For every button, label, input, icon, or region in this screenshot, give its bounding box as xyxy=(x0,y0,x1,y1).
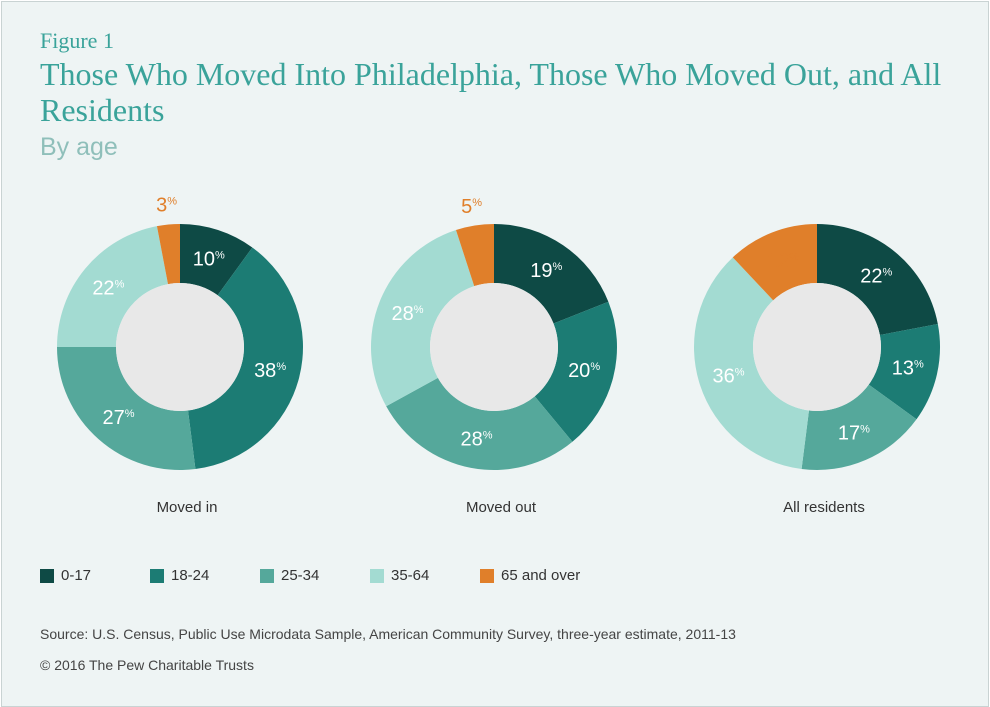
slice-25-34 xyxy=(57,347,196,471)
data-label: 38% xyxy=(254,360,286,382)
chart-subtitle: By age xyxy=(40,133,118,161)
legend-item-18-24: 18-24 xyxy=(150,567,260,584)
chart-label: Moved in xyxy=(157,499,218,516)
data-label: 19% xyxy=(530,260,562,282)
data-label: 3% xyxy=(156,195,177,217)
legend-swatch xyxy=(480,568,494,583)
donut-charts: 10% 38% 27% 22% 3% Moved in 19% 20% 28% 28% 5% Move… xyxy=(57,195,941,516)
slice-65-and-over xyxy=(455,224,494,287)
chart-label: Moved out xyxy=(466,499,537,516)
legend-item-0-17: 0-17 xyxy=(40,567,150,584)
data-label: 28% xyxy=(461,428,493,450)
legend-swatch xyxy=(40,568,54,583)
donut-hole xyxy=(753,283,881,411)
legend-item-35-64: 35-64 xyxy=(370,567,480,584)
legend-label: 0-17 xyxy=(61,567,92,584)
data-label: 20% xyxy=(568,360,600,382)
chart-label: All residents xyxy=(783,499,865,516)
slice-18-24 xyxy=(188,247,303,470)
slice-65-and-over xyxy=(732,224,817,301)
slice-18-24 xyxy=(534,301,617,442)
data-label: 22% xyxy=(92,278,124,300)
data-label: 22% xyxy=(860,265,892,287)
slice-35-64 xyxy=(694,257,809,470)
data-label: 36% xyxy=(713,366,745,388)
legend-label: 25-34 xyxy=(281,567,320,584)
data-label: 5% xyxy=(461,196,482,218)
slice-35-64 xyxy=(57,226,169,347)
slice-65-and-over xyxy=(156,224,180,285)
legend-item-25-34: 25-34 xyxy=(260,567,370,584)
donut-moved-in: 10% 38% 27% 22% 3% Moved in xyxy=(57,195,303,516)
chart-title: Those Who Moved Into Philadelphia, Those… xyxy=(40,56,942,128)
data-label: 13% xyxy=(892,357,924,379)
figure-label: Figure 1 xyxy=(40,28,114,53)
legend: 0-17 18-24 25-34 35-64 65 and over xyxy=(40,567,620,584)
donut-moved-out: 19% 20% 28% 28% 5% Moved out xyxy=(371,196,617,516)
legend-swatch xyxy=(150,568,164,583)
source-note: Source: U.S. Census, Public Use Microdat… xyxy=(40,626,736,642)
data-label: 17% xyxy=(838,422,870,444)
donut-hole xyxy=(116,283,244,411)
data-label: 27% xyxy=(102,407,134,429)
legend-label: 65 and over xyxy=(501,567,581,584)
legend-item-65-and-over: 65 and over xyxy=(480,567,620,584)
copyright-note: © 2016 The Pew Charitable Trusts xyxy=(40,657,254,673)
slice-18-24 xyxy=(868,323,941,420)
slice-25-34 xyxy=(386,377,573,470)
legend-swatch xyxy=(370,568,384,583)
donut-hole xyxy=(430,283,558,411)
slice-25-34 xyxy=(801,384,917,470)
slice-0-17 xyxy=(180,224,253,296)
donut-all-residents: 22% 13% 17% 36% 12% All residents xyxy=(694,224,941,516)
slice-0-17 xyxy=(494,224,609,324)
legend-label: 35-64 xyxy=(391,567,430,584)
legend-swatch xyxy=(260,568,274,583)
data-label: 28% xyxy=(392,303,424,325)
legend-label: 18-24 xyxy=(171,567,210,584)
data-label: 10% xyxy=(193,249,225,271)
slice-0-17 xyxy=(817,224,938,336)
data-label: 12% xyxy=(767,251,799,273)
slice-35-64 xyxy=(371,230,475,407)
